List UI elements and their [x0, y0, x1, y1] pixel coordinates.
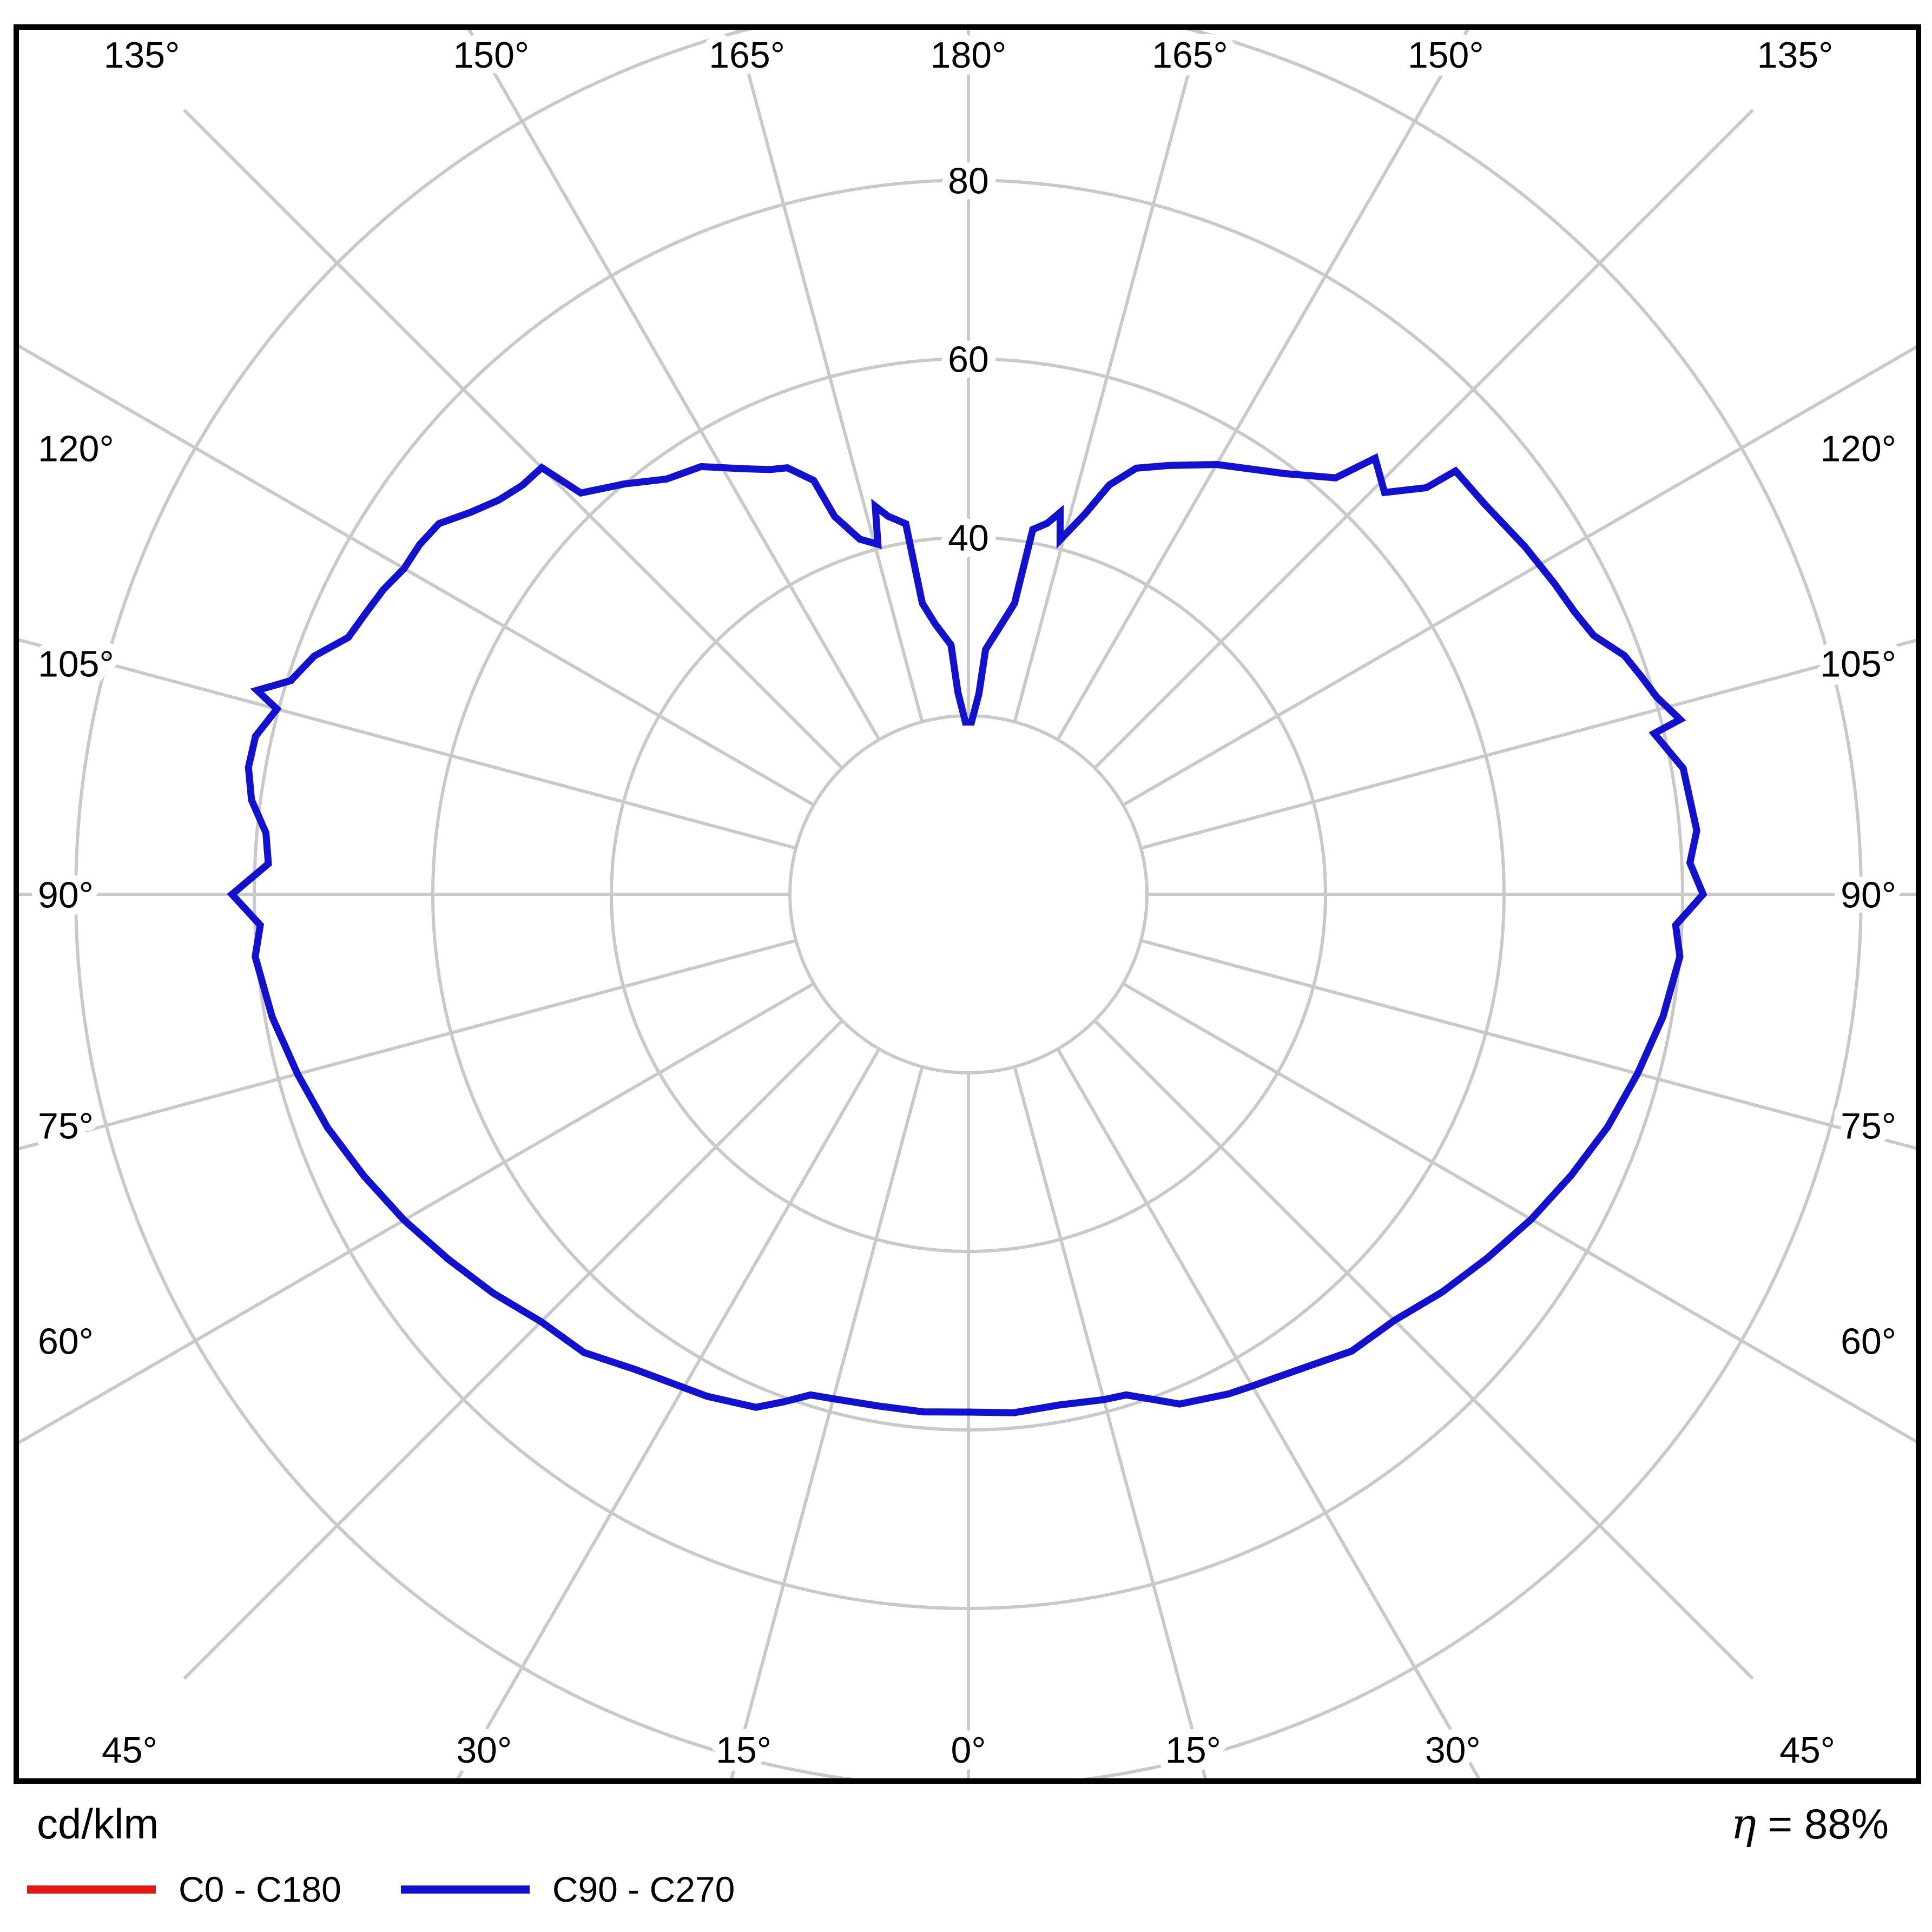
grid-spoke-315: [183, 1019, 843, 1680]
angle-label-left-60°: 60°: [38, 1321, 94, 1362]
grid-spoke-330: [456, 1048, 881, 1778]
plot-frame: [14, 24, 1921, 1784]
angle-label-right-120°: 120°: [1820, 428, 1896, 469]
angle-label-bottom-45-right: 45°: [1779, 1730, 1835, 1771]
angle-label-left-75°: 75°: [38, 1105, 94, 1146]
legend-label-c90-c270: C90 - C270: [552, 1869, 735, 1909]
angle-label-bottom-45-left: 45°: [102, 1730, 157, 1771]
grid-spoke-15: [1013, 1066, 1207, 1778]
grid-spoke-240: [19, 344, 815, 807]
grid-spoke-255: [19, 638, 797, 850]
grid-spoke-120: [1122, 345, 1916, 807]
angle-label-bottom-15-left: 15°: [716, 1730, 772, 1771]
angle-label-bottom-15-right: 15°: [1165, 1730, 1221, 1771]
angle-label-top-135-right: 135°: [1757, 35, 1834, 76]
angle-label-bottom-30-right: 30°: [1425, 1730, 1481, 1771]
grid-spoke-135: [1093, 109, 1754, 769]
radial-tick-label-40: 40: [948, 517, 989, 558]
angle-label-right-60°: 60°: [1841, 1321, 1896, 1362]
grid-ring-20: [788, 714, 1149, 1074]
angle-label-top-150-left: 150°: [453, 35, 529, 76]
grid-spoke-300: [19, 982, 815, 1445]
angle-label-left-120°: 120°: [38, 428, 114, 469]
grid-spoke-165: [1013, 30, 1202, 723]
angle-label-right-75°: 75°: [1841, 1105, 1896, 1146]
chart-footer: cd/klm η = 88% C0 - C180 C90 - C270: [0, 1781, 1932, 1932]
angle-label-top-165-left: 165°: [709, 35, 785, 76]
intensity-curve-c90-c270: [227, 453, 1707, 1416]
grid-spoke-105: [1140, 638, 1916, 850]
grid-spoke-225: [183, 109, 843, 769]
angle-label-top-180: 180°: [931, 35, 1007, 76]
grid-spoke-345: [730, 1066, 924, 1778]
light-output-ratio: η = 88%: [1731, 1803, 1889, 1845]
legend-item-c0-c180: C0 - C180: [27, 1871, 341, 1907]
grid-spoke-60: [1122, 982, 1916, 1443]
radial-tick-label-60: 60: [948, 339, 989, 380]
angle-label-top-165-right: 165°: [1152, 35, 1228, 76]
radial-tick-label-80: 80: [948, 160, 989, 201]
legend-swatch-c90-c270: [400, 1885, 530, 1894]
grid-spoke-75: [1140, 939, 1916, 1150]
units-label: cd/klm: [37, 1800, 159, 1848]
angle-label-top-150-right: 150°: [1408, 35, 1484, 76]
angle-label-bottom-30-left: 30°: [456, 1730, 512, 1771]
grid-spoke-45: [1093, 1019, 1754, 1680]
grid-spoke-150: [1056, 30, 1470, 741]
grid-spoke-195: [735, 30, 924, 723]
angle-label-bottom-0: 0°: [951, 1730, 986, 1771]
angle-label-right-105°: 105°: [1820, 643, 1896, 684]
angle-label-left-90°: 90°: [38, 874, 94, 915]
grid-spoke-30: [1056, 1048, 1481, 1778]
legend: C0 - C180 C90 - C270: [27, 1868, 735, 1911]
eta-value: = 88%: [1756, 1800, 1889, 1848]
grid-spoke-210: [467, 30, 881, 741]
eta-symbol: η: [1731, 1800, 1756, 1849]
angle-label-left-105°: 105°: [38, 643, 114, 684]
legend-swatch-c0-c180: [27, 1885, 156, 1894]
angle-label-top-135-left: 135°: [104, 35, 180, 76]
angle-label-right-90°: 90°: [1841, 874, 1896, 915]
grid-spoke-285: [19, 939, 797, 1151]
legend-label-c0-c180: C0 - C180: [179, 1869, 341, 1909]
legend-item-c90-c270: C90 - C270: [400, 1869, 735, 1909]
